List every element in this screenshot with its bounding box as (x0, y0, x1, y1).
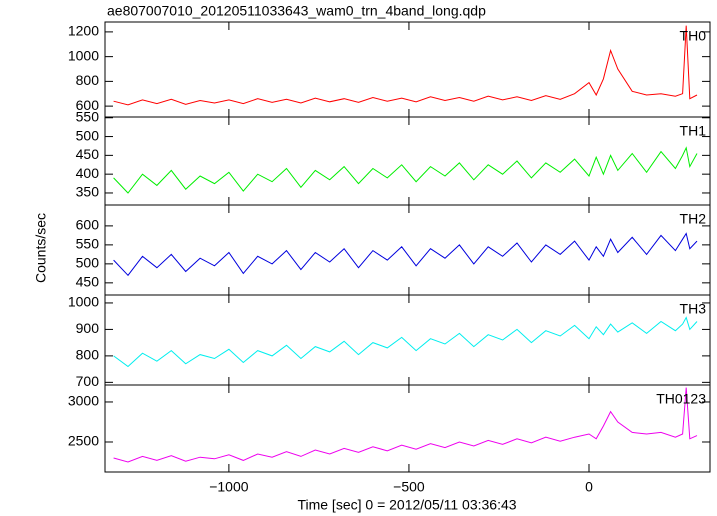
y-tick-label: 550 (76, 236, 100, 252)
panel-name: TH3 (680, 301, 707, 317)
y-tick-label: 500 (76, 127, 100, 143)
y-tick-label: 1000 (68, 294, 99, 310)
y-tick-label: 1200 (68, 23, 99, 39)
y-tick-label: 800 (76, 72, 100, 88)
panel-name: TH2 (680, 211, 707, 227)
y-tick-label: 600 (76, 97, 100, 113)
y-tick-label: 3000 (68, 393, 99, 409)
y-tick-label: 600 (76, 217, 100, 233)
y-axis-label: Counts/sec (33, 213, 49, 283)
y-tick-label: 2500 (68, 433, 99, 449)
y-tick-label: 550 (76, 108, 100, 124)
x-tick-label: −1000 (209, 479, 249, 495)
panel-frame (104, 21, 711, 118)
y-tick-label: 900 (76, 320, 100, 336)
panel-name: TH0 (680, 28, 707, 44)
y-tick-label: 450 (76, 274, 100, 290)
y-tick-label: 1000 (68, 47, 99, 63)
chart-title: ae807007010_20120511033643_wam0_trn_4ban… (107, 3, 486, 19)
x-tick-label: 0 (585, 479, 593, 495)
y-tick-label: 450 (76, 146, 100, 162)
y-tick-label: 500 (76, 255, 100, 271)
light-curve (113, 387, 698, 463)
panel-frame (104, 294, 711, 386)
light-curve (113, 25, 698, 106)
y-tick-label: 800 (76, 347, 100, 363)
y-tick-label: 700 (76, 373, 100, 389)
panel-frame (104, 116, 711, 206)
y-tick-label: 350 (76, 184, 100, 200)
light-curve (113, 232, 698, 277)
y-tick-label: 400 (76, 165, 100, 181)
light-curve (113, 316, 698, 368)
panel-name: TH0123 (656, 391, 706, 407)
panel-frame (104, 384, 711, 473)
panel-frame (104, 204, 711, 296)
panel-name: TH1 (680, 123, 707, 139)
x-tick-label: −500 (393, 479, 425, 495)
light-curve (113, 146, 698, 194)
x-axis-label: Time [sec] 0 = 2012/05/11 03:36:43 (297, 497, 516, 513)
